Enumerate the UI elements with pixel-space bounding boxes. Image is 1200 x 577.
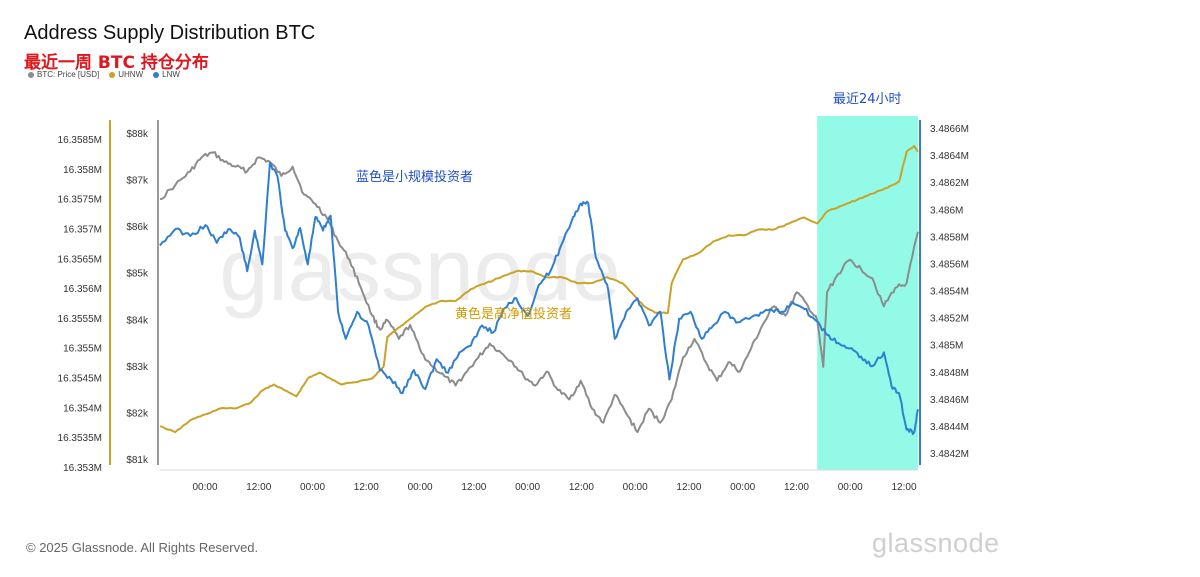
x-tick-label: 00:00 — [515, 482, 540, 493]
lnw-axis-tick-label: 3.486M — [930, 205, 963, 216]
uhnw-axis-tick-label: 16.3535M — [58, 433, 102, 444]
x-tick-label: 12:00 — [891, 482, 916, 493]
uhnw-axis-tick-label: 16.3575M — [58, 195, 102, 206]
lnw-axis-tick-label: 3.485M — [930, 341, 963, 352]
price-axis-tick-label: $82k — [126, 408, 149, 419]
series-line-btc-price-usd[interactable] — [159, 151, 919, 434]
glassnode-logo: glassnode — [872, 528, 1000, 558]
x-tick-label: 12:00 — [354, 482, 379, 493]
lnw-axis-tick-label: 3.4846M — [930, 395, 969, 406]
uhnw-axis-tick-label: 16.357M — [63, 224, 102, 235]
watermark: glassnode — [219, 220, 620, 319]
annotation-lnw: 蓝色是小规模投资者 — [356, 169, 473, 185]
price-axis-tick-label: $85k — [126, 269, 149, 280]
lnw-axis-tick-label: 3.4848M — [930, 368, 969, 379]
chart-subtitle: 最近一周 BTC 持仓分布 — [24, 53, 209, 73]
x-tick-label: 12:00 — [784, 482, 809, 493]
axes: 00:00 12:00 00:00 12:00 00:00 12:00 00:00 12:00… — [58, 120, 969, 493]
price-axis-tick-label: $81k — [126, 455, 149, 466]
lnw-axis-tick-label: 3.4854M — [930, 287, 969, 298]
legend-label-lnw: LNW — [162, 70, 180, 79]
legend: BTC: Price [USD] UHNW LNW — [28, 70, 180, 79]
annotation-uhnw: 黄色是高净值投资者 — [455, 306, 572, 322]
lnw-axis-tick-label: 3.4842M — [930, 449, 969, 460]
lnw-axis-tick-label: 3.4864M — [930, 151, 969, 162]
x-tick-label: 00:00 — [300, 482, 325, 493]
price-axis-tick-label: $86k — [126, 222, 149, 233]
chart-title: Address Supply Distribution BTC — [24, 22, 316, 44]
uhnw-axis-tick-label: 16.3565M — [58, 254, 102, 265]
lnw-axis-tick-label: 3.4866M — [930, 124, 969, 135]
lnw-axis-tick-label: 3.4844M — [930, 422, 969, 433]
series-line-uhnw[interactable] — [159, 145, 919, 434]
legend-item-price[interactable]: BTC: Price [USD] — [28, 70, 99, 79]
x-tick-label: 12:00 — [569, 482, 594, 493]
uhnw-axis-tick-label: 16.3585M — [58, 135, 102, 146]
legend-label-price: BTC: Price [USD] — [37, 70, 100, 79]
price-axis-tick-label: $87k — [126, 176, 149, 187]
uhnw-axis-tick-label: 16.3555M — [58, 314, 102, 325]
legend-swatch-price — [28, 71, 34, 78]
series-line-lnw[interactable] — [159, 161, 919, 436]
lnw-axis-tick-label: 3.4858M — [930, 232, 969, 243]
uhnw-axis-tick-label: 16.3545M — [58, 374, 102, 385]
lnw-axis-tick-label: 3.4856M — [930, 259, 969, 270]
legend-label-uhnw: UHNW — [118, 70, 144, 79]
annotation-last24h: 最近24小时 — [833, 92, 902, 107]
uhnw-axis-tick-label: 16.355M — [63, 344, 102, 355]
legend-swatch-lnw — [153, 71, 160, 78]
legend-swatch-uhnw — [109, 71, 116, 78]
x-tick-label: 00:00 — [838, 482, 863, 493]
price-axis-tick-label: $84k — [126, 315, 149, 326]
x-tick-label: 00:00 — [192, 482, 217, 493]
legend-item-lnw[interactable]: LNW — [153, 70, 180, 79]
x-tick-label: 00:00 — [408, 482, 433, 493]
x-tick-label: 12:00 — [461, 482, 486, 493]
price-axis-tick-label: $83k — [126, 362, 149, 373]
uhnw-axis-tick-label: 16.356M — [63, 284, 102, 295]
price-axis-tick-label: $88k — [126, 129, 149, 140]
series-lines — [159, 145, 919, 436]
uhnw-axis-tick-label: 16.353M — [63, 463, 102, 474]
uhnw-axis-tick-label: 16.354M — [63, 403, 102, 414]
x-tick-label: 12:00 — [246, 482, 271, 493]
lnw-axis-tick-label: 3.4862M — [930, 178, 969, 189]
x-tick-label: 12:00 — [676, 482, 701, 493]
legend-item-uhnw[interactable]: UHNW — [109, 70, 143, 79]
uhnw-axis-tick-label: 16.358M — [63, 165, 102, 176]
copyright-footer: © 2025 Glassnode. All Rights Reserved. — [26, 540, 259, 555]
lnw-axis-tick-label: 3.4852M — [930, 314, 969, 325]
x-tick-label: 00:00 — [730, 482, 755, 493]
x-tick-label: 00:00 — [623, 482, 648, 493]
